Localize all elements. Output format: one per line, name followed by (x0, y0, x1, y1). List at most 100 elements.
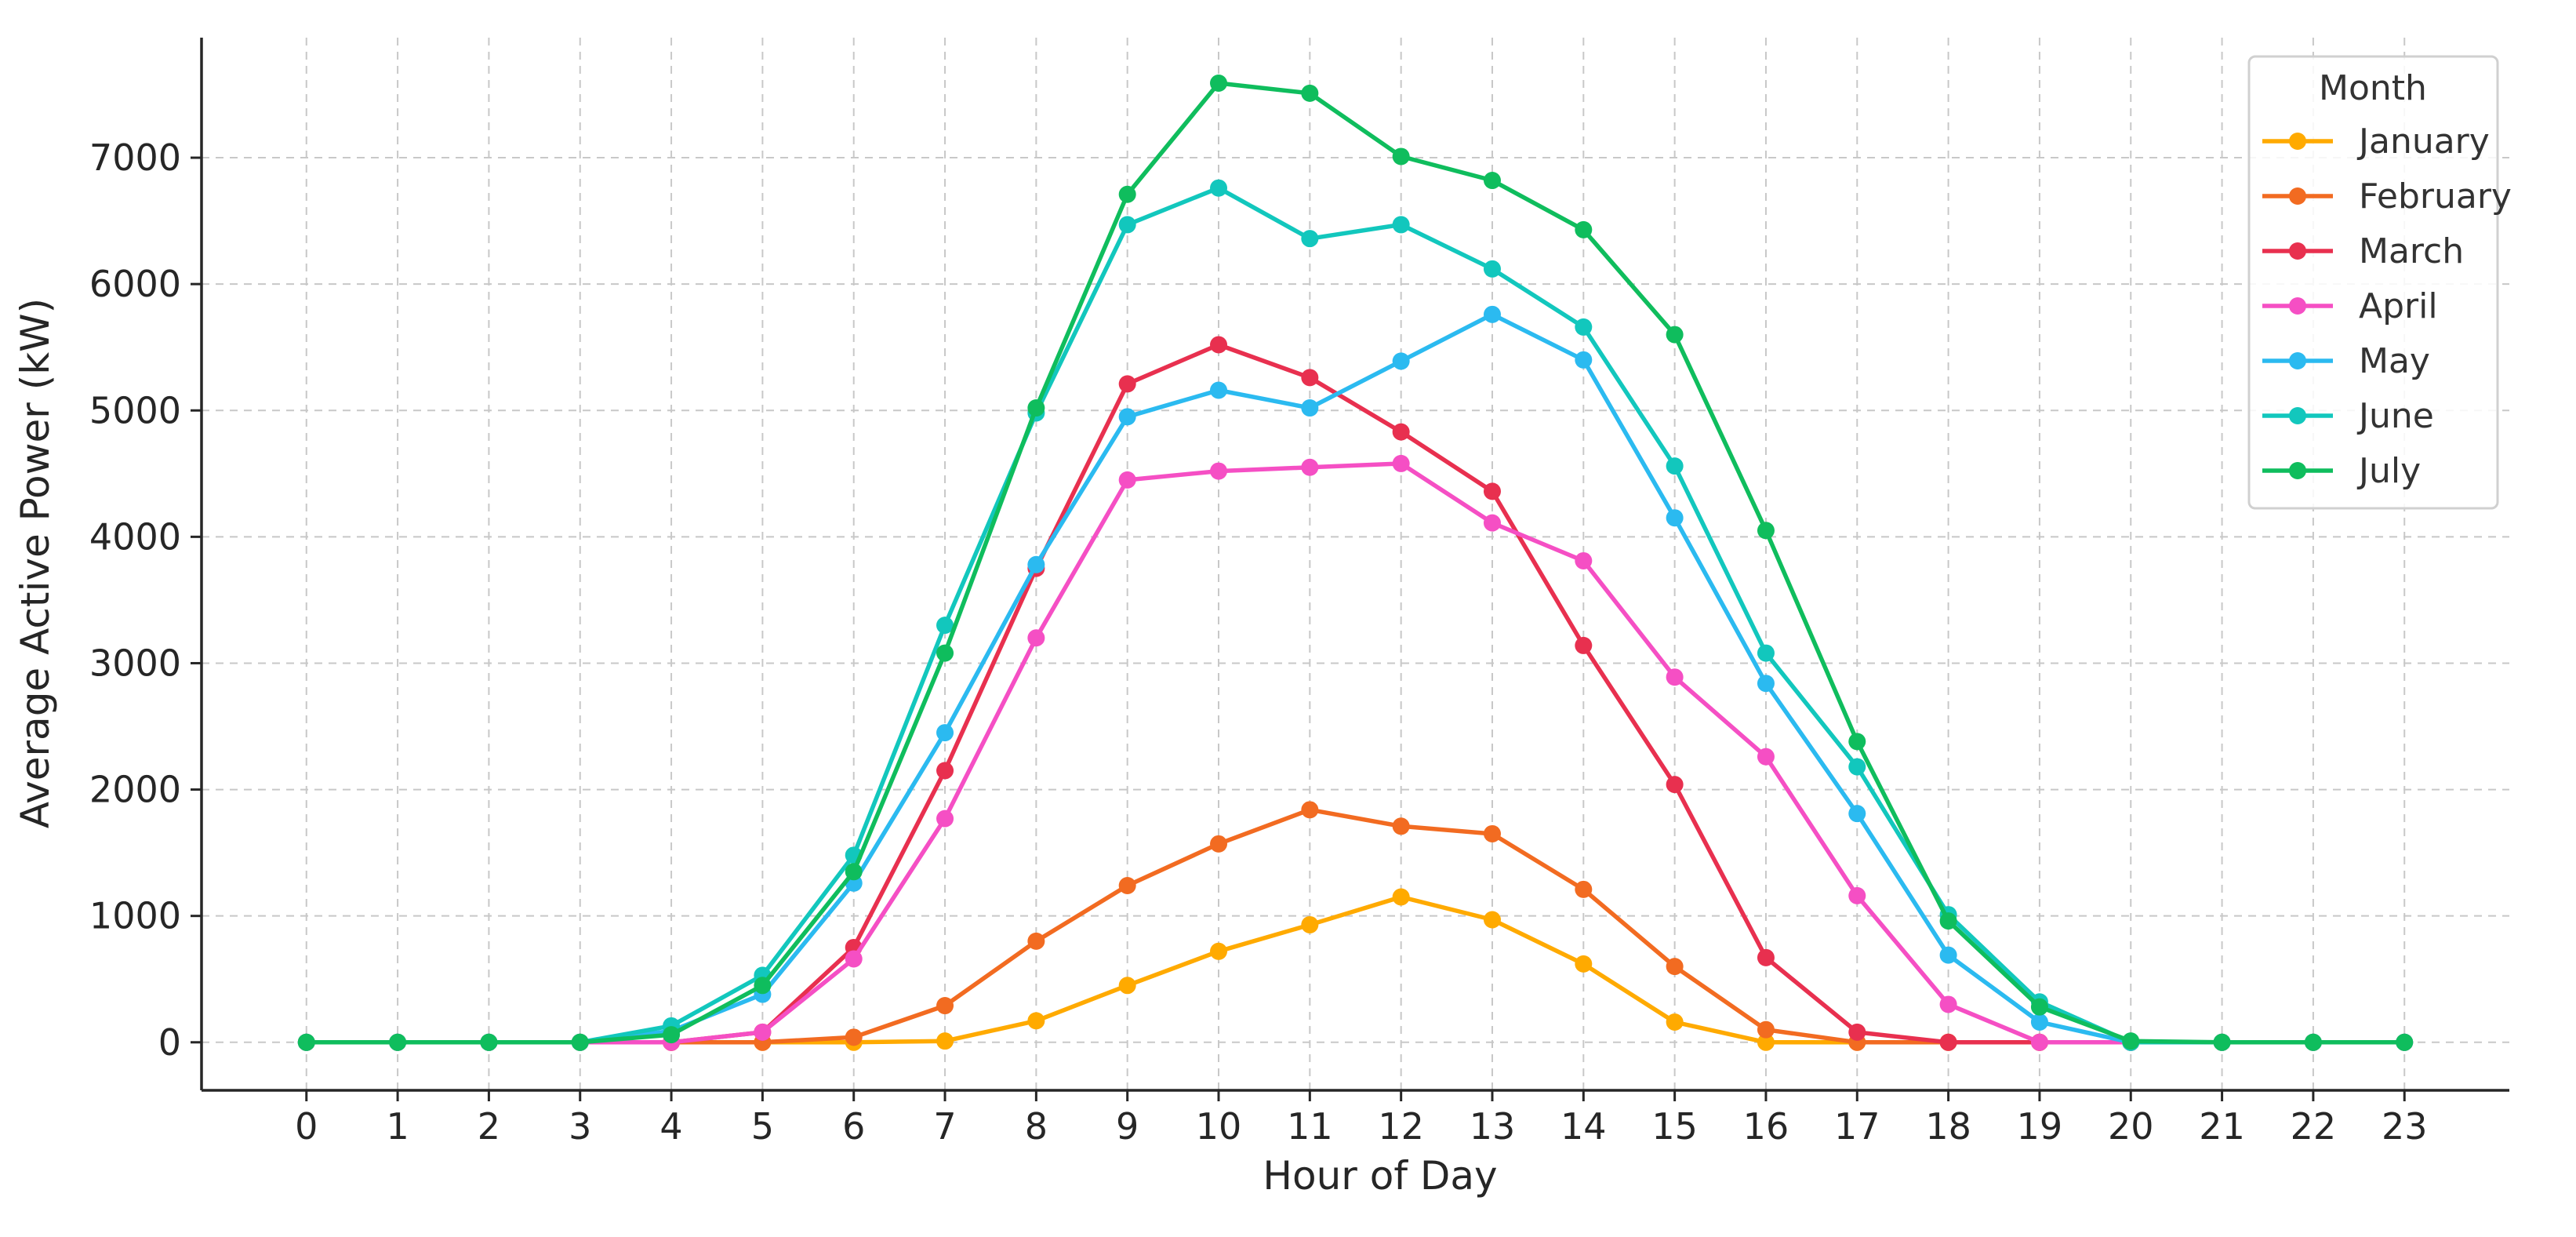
data-point (1483, 172, 1501, 190)
y-tick-label: 5000 (89, 389, 181, 431)
legend-marker (2289, 462, 2306, 479)
data-point (936, 617, 954, 635)
data-point (1575, 880, 1593, 898)
x-tick-label: 8 (1025, 1105, 1048, 1148)
data-point (1392, 147, 1410, 166)
data-point (1757, 1033, 1775, 1051)
data-point (1301, 84, 1319, 102)
data-point (1757, 675, 1775, 693)
data-point (1575, 955, 1593, 973)
data-point (1939, 946, 1957, 964)
data-point (1210, 74, 1228, 92)
data-point (1939, 912, 1957, 930)
data-point (1939, 1033, 1957, 1051)
x-tick-label: 5 (751, 1105, 774, 1148)
y-tick-label: 6000 (89, 263, 181, 305)
series-line (304, 807, 2407, 1045)
data-point (1118, 408, 1136, 426)
legend-box (2247, 55, 2499, 510)
legend-item: May (2262, 341, 2430, 381)
x-tick-label: 16 (1743, 1105, 1789, 1148)
y-tick-label: 3000 (89, 642, 181, 684)
legend-marker (2289, 352, 2306, 369)
data-point (1027, 629, 1045, 647)
x-tick-label: 0 (295, 1105, 318, 1148)
data-point (1483, 482, 1501, 500)
x-axis-title: Hour of Day (1263, 1153, 1497, 1199)
legend-label: January (2356, 122, 2490, 162)
data-point (1118, 877, 1136, 895)
series-line (304, 185, 2407, 1045)
legend-title: Month (2319, 68, 2427, 108)
legend-label: June (2356, 396, 2434, 436)
legend-label: March (2359, 231, 2464, 271)
series-july (297, 74, 2414, 1051)
data-point (1848, 886, 1866, 904)
legend-item: February (2262, 176, 2512, 216)
data-point (1118, 375, 1136, 393)
data-point (1575, 220, 1593, 238)
y-tick-label: 0 (158, 1021, 181, 1064)
data-point (754, 1023, 772, 1041)
data-point (1848, 1023, 1866, 1041)
data-point (2304, 1033, 2322, 1051)
series-line (304, 342, 2407, 1045)
data-point (1301, 801, 1319, 819)
x-tick-label: 10 (1196, 1105, 1242, 1148)
legend-item: January (2262, 122, 2490, 162)
data-point (1392, 454, 1410, 472)
data-point (2396, 1033, 2414, 1051)
data-point (1210, 336, 1228, 354)
series-line (304, 461, 2407, 1045)
data-point (1666, 326, 1684, 344)
x-tick-label: 18 (1925, 1105, 1971, 1148)
data-point (1666, 776, 1684, 794)
x-tick-label: 14 (1560, 1105, 1607, 1148)
x-tick-label: 1 (386, 1105, 409, 1148)
legend-marker (2289, 133, 2306, 150)
data-point (1027, 1012, 1045, 1030)
legend-label: April (2359, 286, 2438, 326)
data-point (1210, 462, 1228, 480)
data-point (1483, 260, 1501, 278)
data-point (2030, 1013, 2048, 1031)
data-point (1392, 216, 1410, 234)
data-point (1483, 514, 1501, 532)
series-line (304, 894, 2407, 1045)
series-may (297, 305, 2414, 1051)
data-point (936, 724, 954, 742)
series-february (297, 801, 2414, 1051)
data-point (1027, 399, 1045, 417)
x-tick-label: 22 (2291, 1105, 2337, 1148)
x-tick-label: 4 (659, 1105, 682, 1148)
data-point (936, 997, 954, 1015)
data-point (936, 810, 954, 828)
legend-marker (2289, 187, 2306, 205)
data-point (1118, 216, 1136, 234)
data-point (1301, 230, 1319, 248)
x-tick-label: 19 (2017, 1105, 2063, 1148)
x-tick-label: 20 (2108, 1105, 2154, 1148)
series-march (297, 336, 2414, 1051)
data-point (1757, 644, 1775, 662)
legend-label: February (2359, 176, 2512, 216)
data-point (1210, 179, 1228, 197)
data-point (1848, 805, 1866, 823)
axes (200, 38, 2509, 1092)
y-tick-label: 1000 (89, 895, 181, 937)
data-point (936, 644, 954, 662)
series-june (297, 179, 2414, 1051)
data-point (1939, 995, 1957, 1013)
y-tick-label: 7000 (89, 136, 181, 179)
x-tick-label: 12 (1378, 1105, 1424, 1148)
data-point (754, 977, 772, 995)
data-point (1483, 911, 1501, 929)
data-point (1301, 915, 1319, 933)
data-point (1575, 551, 1593, 569)
y-ticks: 0 1000 2000 3000 4000 5000 6000 7000 (89, 136, 202, 1064)
data-point (1027, 932, 1045, 950)
data-point (1848, 733, 1866, 751)
data-point (1392, 888, 1410, 906)
x-tick-label: 9 (1116, 1105, 1139, 1148)
data-point (1483, 305, 1501, 323)
